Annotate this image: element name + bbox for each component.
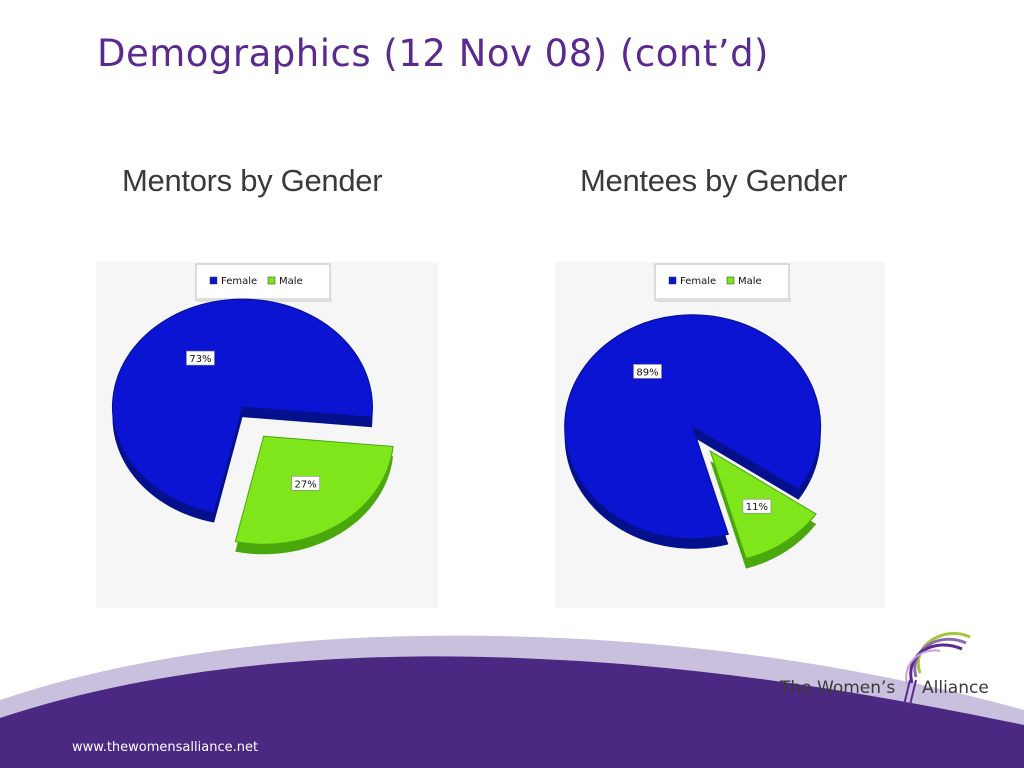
legend: Female Male xyxy=(654,263,791,302)
footer-band xyxy=(0,635,1024,768)
legend-swatch-male xyxy=(726,276,735,285)
chart-title-mentors: Mentors by Gender xyxy=(122,163,383,198)
logo-text-left: The Women’s xyxy=(780,678,896,698)
mentees-pie-svg: Female Male 89% 11% xyxy=(564,263,822,569)
data-label-female: 89% xyxy=(636,367,658,378)
legend-label-male: Male xyxy=(279,276,303,287)
footer-url[interactable]: www.thewomensalliance.net xyxy=(72,740,259,755)
legend-swatch-female xyxy=(209,276,218,285)
slice-top-female xyxy=(564,314,822,540)
legend-box xyxy=(654,263,790,301)
data-label-box-male xyxy=(742,498,772,514)
logo-swirl-icon xyxy=(903,631,971,706)
data-label-box-female xyxy=(633,364,662,379)
chart-title-mentees: Mentees by Gender xyxy=(580,163,848,198)
legend-shadow xyxy=(657,298,791,302)
pie-slice-female: 89% xyxy=(564,314,822,549)
legend-label-male: Male xyxy=(738,276,762,287)
logo-text-right: Alliance xyxy=(922,678,989,698)
legend-label-female: Female xyxy=(680,276,716,287)
slide-title: Demographics (12 Nov 08) (cont’d) xyxy=(97,32,769,75)
pie-slice-male: 11% xyxy=(709,449,817,569)
legend-swatch-male xyxy=(267,276,276,285)
data-label-male: 27% xyxy=(295,479,317,490)
data-label-box-male xyxy=(291,476,320,491)
pie-slice-male: 27% xyxy=(234,435,394,555)
data-label-female: 73% xyxy=(189,354,211,365)
data-label-box-female xyxy=(186,350,215,366)
legend-swatch-female xyxy=(668,276,677,285)
legend-box xyxy=(195,263,331,301)
legend-shadow xyxy=(198,298,332,302)
data-label-male: 11% xyxy=(746,502,768,513)
mentors-pie-svg: Female Male 73% 27% xyxy=(112,263,394,555)
legend-label-female: Female xyxy=(221,276,257,287)
womens-alliance-logo: The Women’s Alliance xyxy=(770,625,1010,715)
legend: Female Male xyxy=(195,263,332,302)
mentees-pie-chart: Female Male 89% 11% xyxy=(555,262,885,608)
slice-top-female xyxy=(112,298,373,514)
mentors-pie-chart: Female Male 73% 27% xyxy=(96,262,438,608)
pie-slice-female: 73% xyxy=(112,298,373,523)
